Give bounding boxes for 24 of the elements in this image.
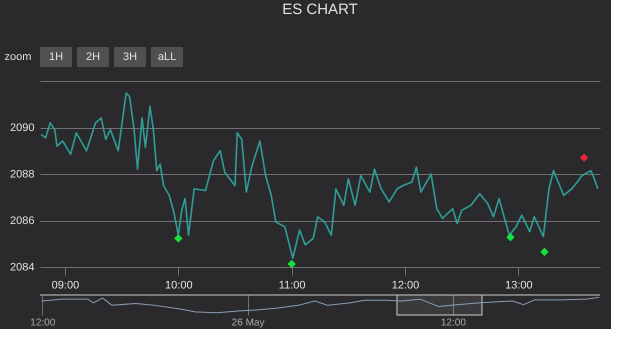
text: aLL (158, 51, 176, 63)
point (580, 154, 588, 162)
y-tick-label: 2086 (10, 215, 34, 227)
x-tick-label: 12:00 (392, 280, 420, 292)
x-tick-label: 12:00 (30, 318, 56, 328)
x-tick-label: 12:00 (440, 318, 466, 328)
y-tick-label: 2084 (10, 262, 34, 274)
text: zoom (4, 51, 32, 63)
point (506, 233, 515, 242)
x-tick-label: 11:00 (278, 280, 306, 292)
point (174, 234, 182, 243)
y-tick-label: 2090 (10, 122, 34, 134)
text: 2H (86, 51, 100, 63)
text: 3H (122, 51, 138, 63)
x-tick-label: 09:00 (52, 280, 80, 292)
x-tick-label: 13:00 (505, 280, 533, 292)
point (540, 248, 549, 256)
x-tick-label: 10:00 (165, 280, 193, 292)
chart-title: ES CHART (282, 1, 358, 18)
y-tick-label: 2088 (10, 168, 34, 180)
text: 1H (48, 51, 64, 63)
x-tick-label: 26 May (232, 318, 264, 328)
line-series (40, 92, 599, 259)
point (287, 260, 296, 268)
